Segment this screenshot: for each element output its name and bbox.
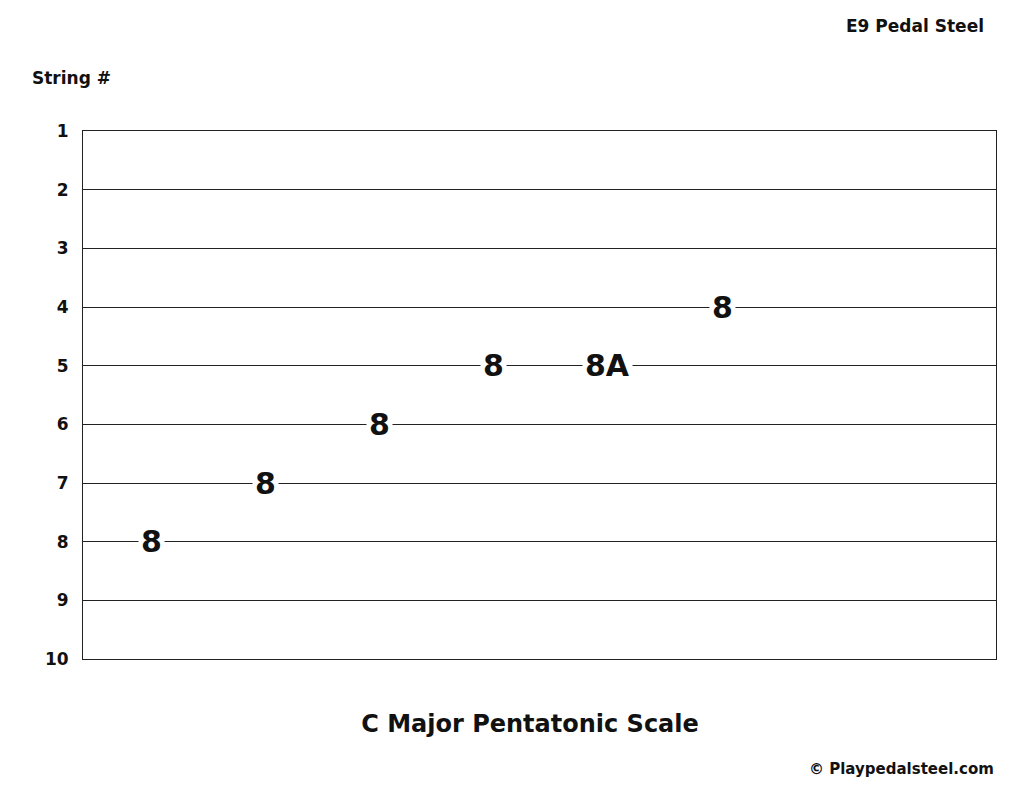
svg-text:10: 10: [45, 649, 69, 669]
svg-text:7: 7: [57, 473, 69, 493]
svg-text:4: 4: [57, 297, 69, 317]
svg-text:3: 3: [57, 238, 69, 258]
svg-text:8: 8: [483, 348, 504, 383]
svg-text:8: 8: [141, 524, 162, 559]
svg-text:© Playpedalsteel.com: © Playpedalsteel.com: [809, 760, 994, 778]
svg-text:8A: 8A: [585, 348, 630, 383]
svg-text:String #: String #: [32, 68, 111, 88]
svg-text:8: 8: [369, 407, 390, 442]
svg-text:6: 6: [57, 414, 69, 434]
svg-text:8: 8: [57, 532, 69, 552]
svg-text:E9 Pedal Steel: E9 Pedal Steel: [846, 16, 984, 36]
svg-text:9: 9: [57, 590, 69, 610]
svg-text:8: 8: [255, 466, 276, 501]
svg-text:5: 5: [57, 356, 69, 376]
svg-text:2: 2: [57, 180, 69, 200]
svg-text:1: 1: [57, 121, 69, 141]
svg-text:8: 8: [712, 290, 733, 325]
svg-text:C Major Pentatonic Scale: C Major Pentatonic Scale: [361, 710, 699, 738]
